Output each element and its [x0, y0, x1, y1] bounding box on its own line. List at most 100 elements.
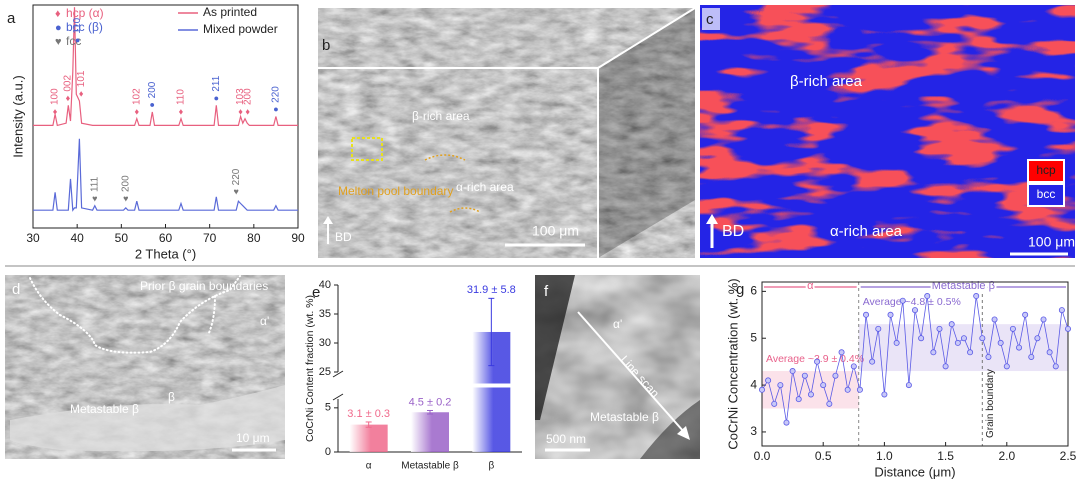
data-point [1065, 325, 1072, 332]
data-point [954, 339, 961, 346]
x-tick-label: 1.0 [876, 449, 893, 463]
series-line [33, 138, 298, 212]
scale-label: 100 μm [532, 223, 579, 239]
region-label: Prior β grain boundaries [140, 279, 268, 293]
region-label: α [807, 280, 814, 292]
panel-letter: f [544, 283, 549, 300]
ebsd-hcp [700, 5, 1075, 258]
data-point [893, 339, 900, 346]
legend-label: hcp (α) [66, 6, 104, 20]
peak-symbol: ♦ [53, 106, 58, 116]
y-tick-label: 6 [750, 284, 757, 298]
panel-letter: d [12, 281, 20, 298]
data-point [930, 349, 937, 356]
scale-label: 10 μm [236, 431, 270, 445]
peak-label: 100 [50, 88, 61, 105]
data-point [924, 293, 931, 300]
y-tick-label: 4 [750, 377, 757, 391]
x-tick-label: 0.0 [754, 449, 771, 463]
scale-label: 500 nm [546, 432, 586, 446]
scan-arrow [577, 311, 685, 433]
data-point [973, 293, 980, 300]
region-average: Average ~4.8 ± 0.5% [863, 296, 961, 308]
peak-symbol: ♦ [134, 106, 139, 116]
peak-symbol: ♥ [92, 193, 97, 203]
panel-letter: a [7, 10, 16, 27]
data-point [801, 372, 808, 379]
data-point [795, 396, 802, 403]
bd-label: BD [335, 230, 352, 244]
data-point [765, 377, 772, 384]
region-band [858, 324, 1068, 372]
legend-label: bcc (β) [66, 20, 103, 34]
data-point [838, 349, 845, 356]
data-point [783, 419, 790, 426]
bd-arrowhead [323, 216, 333, 224]
peak-label: 110 [72, 17, 83, 33]
region-label: α' [260, 314, 269, 328]
peak-label: 111 [89, 176, 100, 192]
block-side [598, 8, 695, 258]
panel-letter: g [736, 281, 744, 298]
bar-break [470, 383, 513, 388]
y-tick-label: 0 [325, 446, 331, 458]
legend-label: hcp [1036, 163, 1056, 177]
x-tick-label: 0.5 [815, 449, 832, 463]
block-front [318, 68, 598, 258]
legend-label: Mixed powder [203, 22, 278, 36]
x-tick-label: 50 [115, 231, 129, 245]
region-label: α' [613, 317, 622, 331]
dark-band [535, 275, 575, 420]
peak-label: 101 [76, 70, 87, 87]
region-label: Melton pool boundary [338, 184, 453, 198]
peak-symbol: ● [214, 93, 219, 103]
data-point [814, 358, 821, 365]
scale-label: 100 μm [1028, 234, 1075, 250]
x-tick-label: 2.0 [998, 449, 1015, 463]
value-label: 31.9 ± 5.8 [467, 284, 516, 296]
melt-pool-line [424, 154, 481, 213]
x-tick-label: 80 [247, 231, 261, 245]
grain-boundary [29, 275, 241, 354]
legend-label: fcc [66, 34, 81, 48]
data-point [1052, 363, 1059, 370]
data-point [1034, 335, 1041, 342]
x-tick-label: Metastable β [401, 461, 459, 472]
region-label: β-rich area [412, 109, 470, 123]
x-axis-label: 2 Theta (°) [135, 246, 196, 261]
dark-band [640, 400, 700, 459]
y-tick-label: 35 [319, 308, 331, 320]
legend-label: As printed [203, 5, 257, 19]
data-point [887, 311, 894, 318]
panel-letter: b [322, 37, 330, 54]
axis-break [332, 393, 344, 401]
panel-letter: c [706, 11, 714, 28]
x-tick-label: 2.5 [1060, 449, 1077, 463]
peak-label: 200 [147, 81, 158, 98]
data-point [850, 363, 857, 370]
x-tick-label: 30 [26, 231, 40, 245]
peak-label: 110 [176, 89, 187, 105]
x-tick-label: 70 [203, 231, 217, 245]
region-label: Metastable β [590, 410, 659, 424]
region-label: Metastable β [70, 402, 139, 416]
region-label: β-rich area [790, 73, 863, 90]
bright-phase [10, 385, 285, 452]
y-axis-label: CoCrNi Concentration (wt. %) [725, 278, 740, 449]
data-point [985, 353, 992, 360]
block-edge [597, 7, 696, 69]
plot-frame [761, 281, 1069, 447]
x-tick-label: 60 [159, 231, 173, 245]
panel-letter: e [312, 284, 320, 301]
x-tick-label: 90 [291, 231, 305, 245]
legend-label: bcc [1037, 187, 1056, 201]
data-point [979, 335, 986, 342]
value-label: 4.5 ± 0.2 [409, 396, 452, 408]
legend-swatch [1027, 159, 1065, 183]
region-average: Average ~3.9 ± 0.4% [766, 353, 864, 365]
peak-symbol: ♦ [79, 89, 84, 99]
x-tick-label: 1.5 [937, 449, 954, 463]
region-label: α-rich area [830, 223, 903, 240]
